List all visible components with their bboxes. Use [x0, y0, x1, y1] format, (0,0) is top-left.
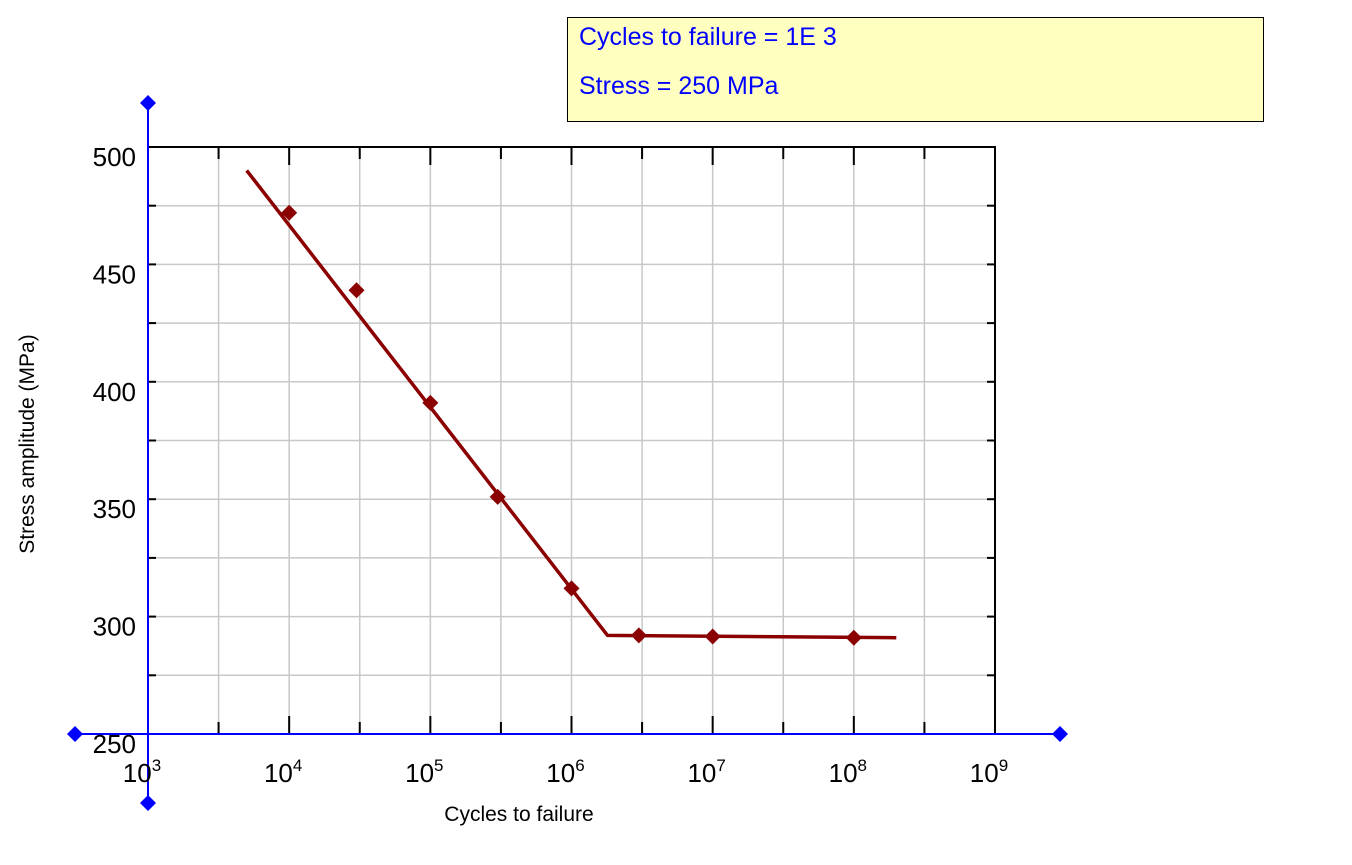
readout-stress: Stress = 250 MPa — [579, 72, 779, 100]
x-tick-label: 103 — [123, 756, 161, 788]
x-tick-base: 10 — [829, 758, 858, 788]
y-cursor-top-handle[interactable] — [140, 95, 156, 111]
y-tick-label: 250 — [93, 729, 136, 759]
y-cursor-bottom-handle[interactable] — [140, 795, 156, 811]
data-point-marker — [281, 204, 298, 221]
data-point-marker — [845, 629, 862, 646]
x-tick-exponent: 5 — [434, 756, 443, 775]
x-tick-exponent: 8 — [858, 756, 867, 775]
axis-cursors[interactable] — [67, 95, 1068, 811]
tick-marks — [148, 147, 995, 734]
x-tick-label: 105 — [405, 756, 443, 788]
x-tick-label: 106 — [546, 756, 584, 788]
y-tick-label: 350 — [93, 494, 136, 524]
y-axis-title: Stress amplitude (MPa) — [16, 334, 39, 553]
x-tick-label: 108 — [829, 756, 867, 788]
data-point-marker — [348, 282, 365, 299]
x-tick-base: 10 — [405, 758, 434, 788]
sn-fit-line — [245, 169, 897, 640]
x-tick-base: 10 — [970, 758, 999, 788]
x-tick-base: 10 — [123, 758, 152, 788]
x-tick-exponent: 4 — [293, 756, 302, 775]
data-point-marker — [489, 488, 506, 505]
cursor-readout-box: Cycles to failure = 1E 3 Stress = 250 MP… — [567, 17, 1264, 122]
x-cursor-right-handle[interactable] — [1052, 726, 1068, 742]
x-tick-label: 104 — [264, 756, 302, 788]
fit-lines — [245, 169, 897, 640]
grid — [148, 147, 995, 734]
x-tick-base: 10 — [546, 758, 575, 788]
x-axis-title: Cycles to failure — [444, 803, 593, 826]
readout-cycles: Cycles to failure = 1E 3 — [579, 23, 837, 51]
x-tick-exponent: 9 — [999, 756, 1008, 775]
x-tick-base: 10 — [264, 758, 293, 788]
x-tick-exponent: 3 — [152, 756, 161, 775]
x-tick-base: 10 — [687, 758, 716, 788]
x-cursor-left-handle[interactable] — [67, 726, 83, 742]
y-tick-label: 400 — [93, 377, 136, 407]
x-tick-label: 107 — [687, 756, 725, 788]
data-point-marker — [704, 628, 721, 645]
data-point-marker — [630, 627, 647, 644]
y-tick-label: 300 — [93, 612, 136, 642]
data-point-marker — [563, 580, 580, 597]
data-point-marker — [422, 394, 439, 411]
x-tick-label: 109 — [970, 756, 1008, 788]
x-tick-exponent: 6 — [575, 756, 584, 775]
data-markers — [281, 204, 862, 646]
y-tick-label: 500 — [93, 142, 136, 172]
y-tick-label: 450 — [93, 259, 136, 289]
x-tick-exponent: 7 — [716, 756, 725, 775]
